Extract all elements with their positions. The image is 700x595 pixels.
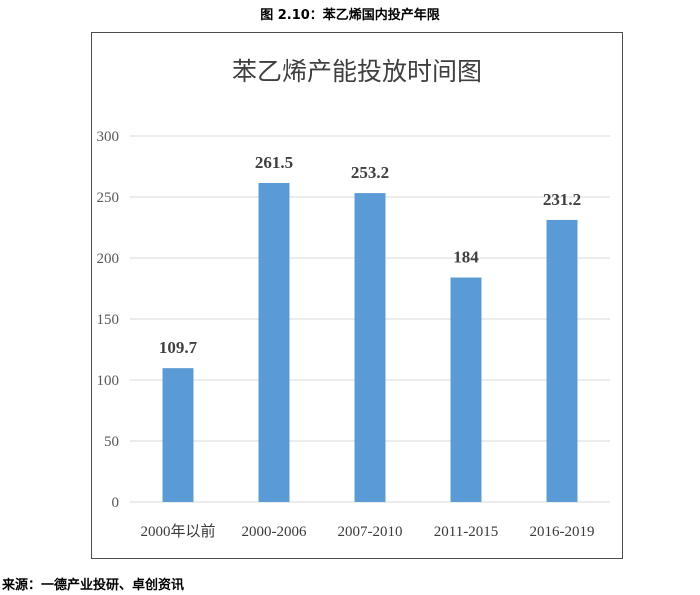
bar — [354, 193, 386, 502]
source-note: 来源：一德产业投研、卓创资讯 — [2, 578, 185, 593]
x-tick-label: 2016-2019 — [530, 524, 595, 540]
y-tick-label: 0 — [112, 495, 120, 511]
bar — [546, 219, 578, 502]
bar — [450, 277, 482, 502]
data-label: 261.5 — [255, 153, 293, 172]
y-tick-label: 100 — [97, 373, 120, 389]
bar — [162, 368, 194, 502]
y-tick-label: 50 — [104, 434, 119, 450]
x-tick-label: 2011-2015 — [434, 524, 498, 540]
y-tick-label: 300 — [97, 129, 120, 145]
y-tick-label: 200 — [97, 251, 120, 267]
data-label: 253.2 — [351, 163, 389, 182]
data-label: 109.7 — [159, 338, 198, 357]
figure-caption: 图 2.10：苯乙烯国内投产年限 — [260, 8, 440, 23]
x-tick-label: 2007-2010 — [338, 524, 403, 540]
data-label: 184 — [453, 248, 479, 267]
x-tick-label: 2000年以前 — [140, 523, 215, 540]
chart-title: 苯乙烯产能投放时间图 — [232, 57, 482, 86]
data-label: 231.2 — [543, 190, 581, 209]
bar — [258, 182, 290, 502]
y-tick-label: 250 — [97, 190, 120, 206]
x-tick-label: 2000-2006 — [242, 524, 307, 540]
y-tick-label: 150 — [97, 312, 120, 328]
